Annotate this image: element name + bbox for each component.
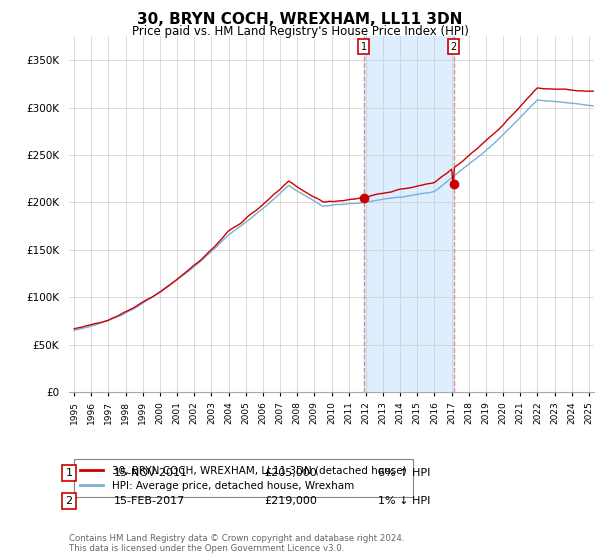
Text: £205,000: £205,000 (264, 468, 317, 478)
Text: 1: 1 (65, 468, 73, 478)
Text: 6% ↑ HPI: 6% ↑ HPI (378, 468, 430, 478)
Text: 2: 2 (65, 496, 73, 506)
Text: 1% ↓ HPI: 1% ↓ HPI (378, 496, 430, 506)
Text: 15-FEB-2017: 15-FEB-2017 (114, 496, 185, 506)
Text: 15-NOV-2011: 15-NOV-2011 (114, 468, 188, 478)
Text: £219,000: £219,000 (264, 496, 317, 506)
Text: 2: 2 (451, 42, 457, 52)
Text: 30, BRYN COCH, WREXHAM, LL11 3DN: 30, BRYN COCH, WREXHAM, LL11 3DN (137, 12, 463, 27)
Text: Price paid vs. HM Land Registry's House Price Index (HPI): Price paid vs. HM Land Registry's House … (131, 25, 469, 38)
Bar (364, 36, 454, 392)
Text: Contains HM Land Registry data © Crown copyright and database right 2024.
This d: Contains HM Land Registry data © Crown c… (69, 534, 404, 553)
Text: 1: 1 (361, 42, 367, 52)
Legend: 30, BRYN COCH, WREXHAM, LL11 3DN (detached house), HPI: Average price, detached : 30, BRYN COCH, WREXHAM, LL11 3DN (detach… (74, 459, 413, 497)
